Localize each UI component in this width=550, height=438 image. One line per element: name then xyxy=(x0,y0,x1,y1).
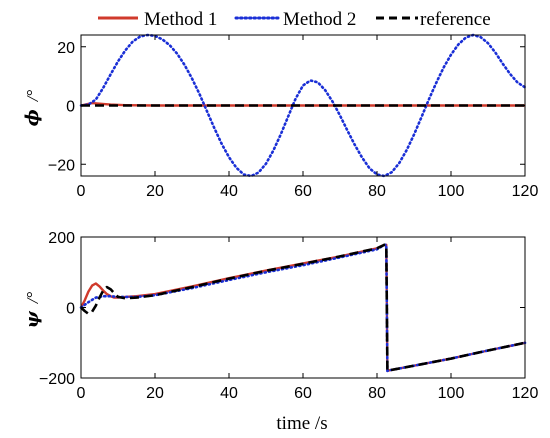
phi-unit: /° xyxy=(23,90,42,103)
phi-x-tick-label: 0 xyxy=(77,183,86,200)
psi-x-tick-label: 120 xyxy=(512,385,539,402)
psi-symbol: ψ xyxy=(22,310,43,328)
psi-y-tick-label: 200 xyxy=(48,230,75,247)
psi-unit: /° xyxy=(23,292,42,305)
phi-x-tick-label: 40 xyxy=(220,183,238,200)
psi-x-tick-label: 20 xyxy=(146,385,164,402)
phi-axis-label: ϕ /° xyxy=(22,90,43,127)
phi-x-tick-label: 80 xyxy=(368,183,386,200)
phi-y-tick-label: 0 xyxy=(66,99,75,116)
psi-y-tick-label: 0 xyxy=(66,301,75,318)
svg-text:ϕ /°: ϕ /° xyxy=(22,90,43,127)
phi-x-tick-label: 120 xyxy=(512,183,539,200)
psi-y-tick-label: −200 xyxy=(39,371,75,388)
psi-x-tick-label: 80 xyxy=(368,385,386,402)
psi-x-tick-label: 0 xyxy=(77,385,86,402)
svg-text:ψ /°: ψ /° xyxy=(22,292,43,329)
phi-x-tick-label: 100 xyxy=(438,183,465,200)
phi-x-tick-label: 20 xyxy=(146,183,164,200)
psi-series-method-2 xyxy=(79,243,527,373)
phi-series-method-1 xyxy=(80,101,525,107)
legend: Method 1 Method 2 reference xyxy=(98,9,491,30)
psi-series-reference xyxy=(80,243,526,373)
legend-label-reference: reference xyxy=(420,9,491,30)
phi-y-tick-label: 20 xyxy=(57,40,75,57)
psi-x-tick-label: 60 xyxy=(294,385,312,402)
legend-label-method-1: Method 1 xyxy=(144,9,217,30)
psi-x-tick-label: 40 xyxy=(220,385,238,402)
psi-axis-label: ψ /° xyxy=(22,292,43,329)
psi-x-tick-label: 100 xyxy=(438,385,465,402)
legend-label-method-2: Method 2 xyxy=(283,9,356,30)
x-axis-label: time /s xyxy=(276,413,327,434)
phi-y-tick-label: −20 xyxy=(48,157,75,174)
phi-symbol: ϕ xyxy=(22,109,43,126)
phi-x-tick-label: 60 xyxy=(294,183,312,200)
